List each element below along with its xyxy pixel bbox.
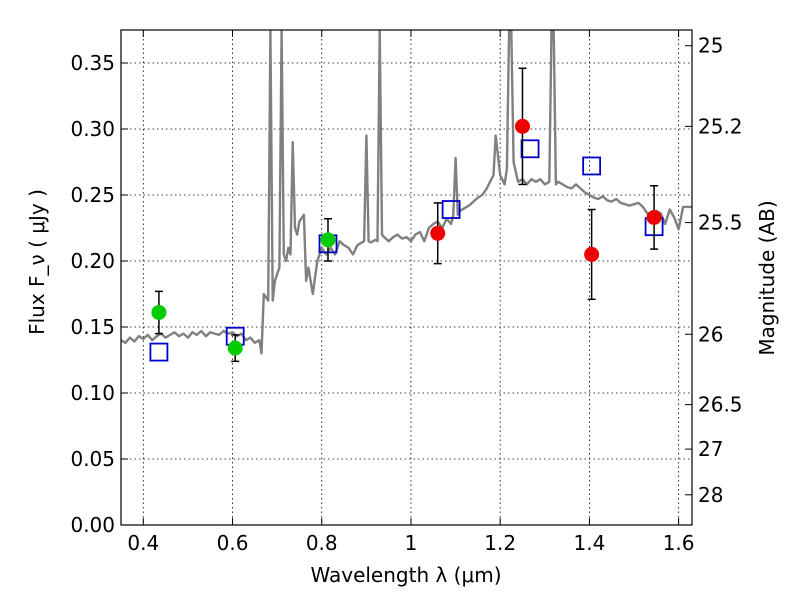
- green-data-point: [151, 304, 167, 320]
- red-data-point: [646, 209, 662, 225]
- y-axis-label-right: Magnitude (AB): [755, 200, 779, 355]
- model-square-marker: [582, 156, 602, 176]
- x-tick-label: 1.6: [663, 531, 695, 555]
- x-tick-label: 0.4: [127, 531, 159, 555]
- y2-tick-label: 26.5: [698, 393, 743, 417]
- y-axis-label-left: Flux F_ν ( μJy ): [25, 189, 49, 335]
- red-data-point: [584, 246, 600, 262]
- model-square-marker: [149, 342, 169, 362]
- y2-tick-label: 25.2: [698, 114, 743, 138]
- y2-tick-label: 28: [698, 483, 723, 507]
- red-data-point: [514, 118, 530, 134]
- y-tick-label: 0.05: [70, 447, 115, 471]
- x-tick-label: 0.6: [217, 531, 249, 555]
- y-tick-label: 0.20: [70, 249, 115, 273]
- x-tick-label: 1.2: [484, 531, 516, 555]
- green-data-point: [227, 340, 243, 356]
- x-tick-label: 1.4: [573, 531, 605, 555]
- plot-area: [121, 30, 692, 363]
- y-tick-label: 0.15: [70, 315, 115, 339]
- model-square-marker: [441, 200, 461, 219]
- y2-tick-label: 25: [698, 34, 723, 58]
- y-tick-label: 0.10: [70, 381, 115, 405]
- y2-tick-label: 26: [698, 322, 723, 346]
- x-tick-label: 0.8: [306, 531, 338, 555]
- model-square-marker: [520, 139, 540, 159]
- axes-frame: [120, 29, 693, 526]
- y-tick-label: 0.00: [70, 513, 115, 537]
- x-tick-label: 1: [405, 531, 418, 555]
- y-tick-label: 0.35: [70, 51, 115, 75]
- y-tick-label: 0.30: [70, 117, 115, 141]
- spectrum-line: [121, 30, 692, 355]
- x-axis-label: Wavelength λ (μm): [310, 563, 501, 587]
- green-data-point: [320, 232, 336, 248]
- y-tick-label: 0.25: [70, 183, 115, 207]
- y2-tick-label: 25.5: [698, 211, 743, 235]
- y2-tick-label: 27: [698, 437, 723, 461]
- grid-lines: [121, 30, 692, 526]
- red-data-point: [430, 225, 446, 241]
- axis-ticks: 0.4 0.6 0.8 1 1.2 1.4 1.6 0.00 0.05 0.10 0.15 0.20 0…: [70, 30, 743, 555]
